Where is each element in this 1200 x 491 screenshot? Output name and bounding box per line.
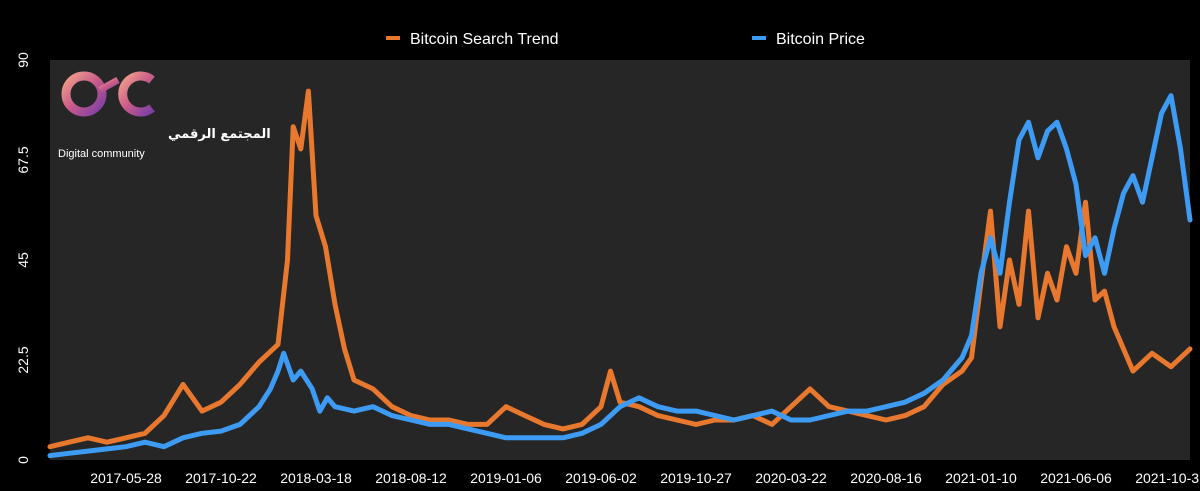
x-tick-label: 2021-06-06 xyxy=(1040,470,1112,486)
x-tick-label: 2018-03-18 xyxy=(280,470,352,486)
x-tick-label: 2019-06-02 xyxy=(565,470,637,486)
x-tick-label: 2018-08-12 xyxy=(375,470,447,486)
logo: المجتمع الرقمي Digital community xyxy=(58,71,271,160)
series-line-price xyxy=(47,93,1193,459)
legend: Bitcoin Search Trend Bitcoin Price xyxy=(386,31,865,48)
logo-mark-icon xyxy=(61,71,155,117)
x-tick-label: 2017-05-28 xyxy=(90,470,162,486)
x-tick-label: 2019-10-27 xyxy=(660,470,732,486)
logo-arabic-text: المجتمع الرقمي xyxy=(168,127,271,142)
series-line-search-trend xyxy=(47,88,1193,450)
x-tick-label: 2020-08-16 xyxy=(850,470,922,486)
legend-swatch-search-trend xyxy=(386,36,400,40)
x-tick-label: 2021-10-31 xyxy=(1135,470,1200,486)
legend-item-search-trend[interactable]: Bitcoin Search Trend xyxy=(386,31,559,48)
legend-item-price[interactable]: Bitcoin Price xyxy=(752,31,865,48)
y-tick-label: 45 xyxy=(15,252,31,268)
x-tick-label: 2021-01-10 xyxy=(945,470,1017,486)
legend-swatch-price xyxy=(752,36,766,40)
y-tick-label: 0 xyxy=(15,456,31,464)
series-layer xyxy=(47,88,1193,459)
logo-english-text: Digital community xyxy=(58,148,145,160)
x-axis: 2017-05-28 2017-10-22 2018-03-18 2018-08-12… xyxy=(90,470,1200,486)
x-tick-label: 2017-10-22 xyxy=(185,470,257,486)
y-tick-label: 90 xyxy=(15,52,31,68)
x-tick-label: 2019-01-06 xyxy=(470,470,542,486)
y-tick-label: 22.5 xyxy=(15,346,31,373)
legend-label-price: Bitcoin Price xyxy=(776,31,865,48)
y-tick-label: 67.5 xyxy=(15,146,31,173)
legend-label-search-trend: Bitcoin Search Trend xyxy=(410,31,559,48)
y-axis: 0 22.5 45 67.5 90 xyxy=(15,52,31,464)
x-tick-label: 2020-03-22 xyxy=(755,470,827,486)
